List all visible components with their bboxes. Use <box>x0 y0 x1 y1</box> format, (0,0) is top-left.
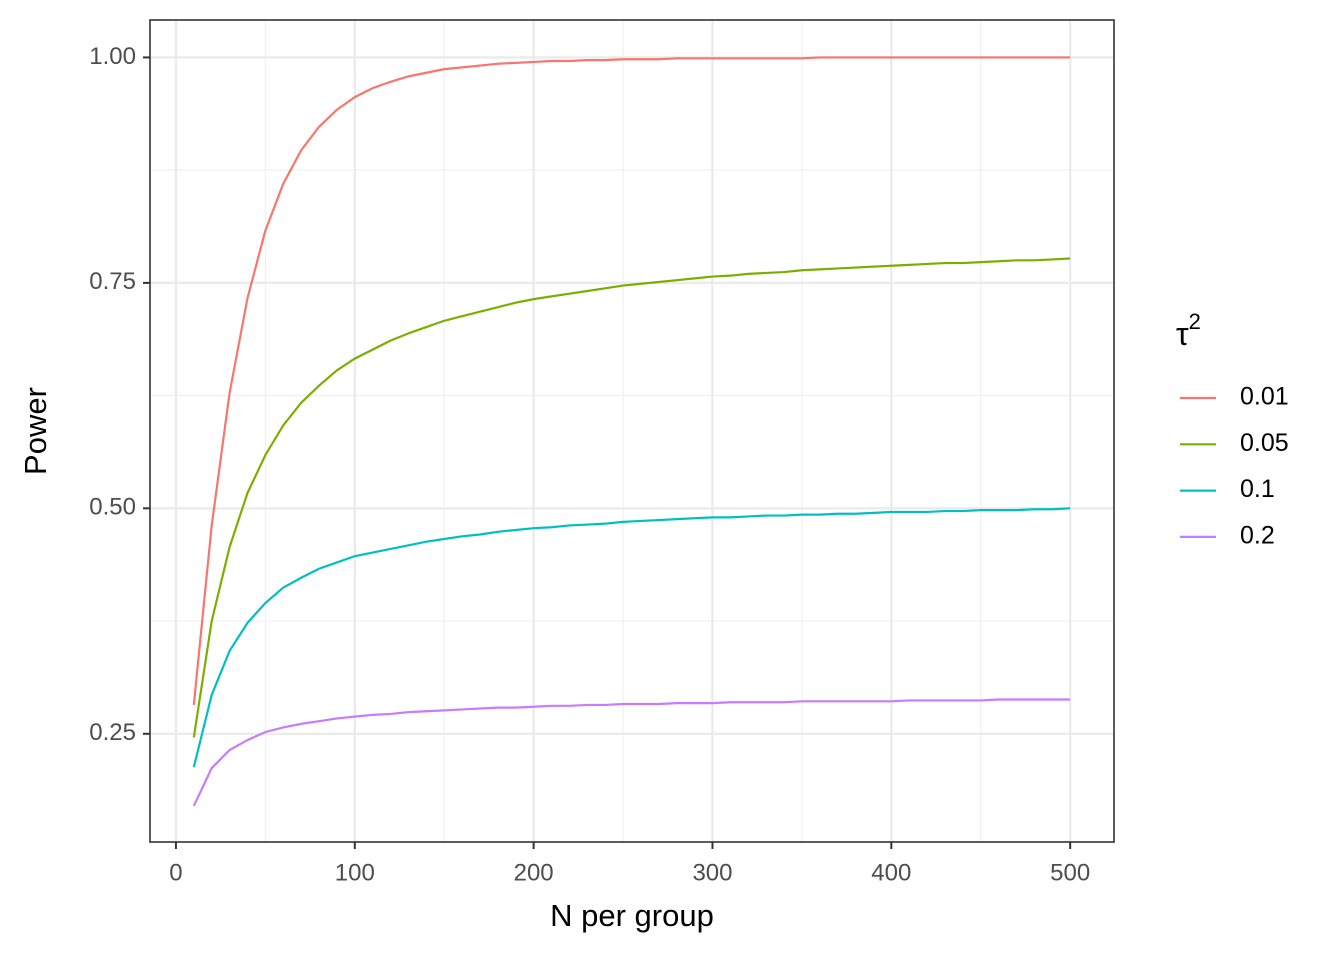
x-tick-label: 200 <box>514 859 554 886</box>
y-tick-label: 0.25 <box>89 719 136 746</box>
series-line <box>192 257 1071 738</box>
x-axis-title: N per group <box>550 898 714 933</box>
legend-label: 0.2 <box>1240 522 1275 550</box>
y-tick-label: 0.75 <box>89 268 136 295</box>
legend-title: τ2 <box>1176 309 1201 353</box>
panel-border <box>149 19 1115 843</box>
legend-title-superscript: 2 <box>1189 309 1201 334</box>
x-tick-label: 100 <box>335 859 375 886</box>
legend-label: 0.01 <box>1240 383 1289 411</box>
y-axis-title: Power <box>18 387 53 475</box>
series-line <box>192 507 1071 768</box>
legend-label: 0.05 <box>1240 429 1289 457</box>
x-tick-label: 400 <box>871 859 911 886</box>
y-tick-label: 1.00 <box>89 43 136 70</box>
series-line <box>192 698 1071 807</box>
legend-label: 0.1 <box>1240 475 1275 503</box>
x-tick-label: 500 <box>1050 859 1090 886</box>
y-tick-label: 0.50 <box>89 494 136 521</box>
x-tick-label: 0 <box>169 859 182 886</box>
panel <box>150 20 1114 842</box>
legend-title-base: τ <box>1176 316 1189 352</box>
series-line <box>192 56 1071 706</box>
x-tick-label: 300 <box>692 859 732 886</box>
